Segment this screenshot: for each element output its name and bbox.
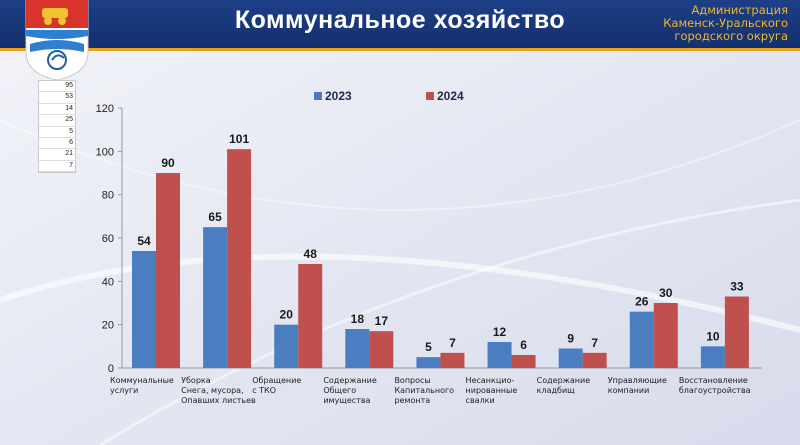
y-tick-label: 120	[96, 103, 114, 115]
data-label: 90	[161, 156, 175, 170]
org-line-2: Каменск-Уральского	[663, 16, 788, 30]
data-label: 30	[659, 286, 673, 300]
header-accent-line	[0, 48, 800, 51]
mini-table-cell: 6	[39, 138, 75, 150]
data-label: 12	[493, 325, 507, 339]
legend-label-2023: 2023	[325, 89, 352, 103]
y-tick-label: 80	[102, 190, 114, 202]
org-line-1: Администрация	[691, 3, 788, 17]
y-tick-label: 20	[102, 320, 114, 332]
y-tick-label: 100	[96, 146, 114, 158]
bar-2024-4	[440, 352, 465, 368]
category-label: Восстановление благоустройства	[678, 376, 751, 395]
bar-2024-3	[369, 331, 394, 368]
y-tick-label: 40	[102, 276, 114, 288]
bar-2024-1	[227, 149, 252, 368]
mini-data-table: 95 53 14 25 5 6 21 7	[38, 80, 76, 174]
bar-2023-7	[629, 311, 654, 368]
category-label: Уборка Снега, мусора, Опавших листьев	[181, 376, 256, 405]
data-label: 54	[137, 234, 151, 248]
category-label: Управляющие компании	[607, 376, 667, 395]
data-label: 9	[567, 332, 574, 346]
data-label: 26	[635, 295, 649, 309]
bar-2024-6	[582, 352, 607, 368]
category-label: Коммунальные услуги	[110, 376, 174, 395]
category-label: Несанкцио-нированные свалки	[465, 376, 518, 405]
mini-table-cell: 7	[39, 161, 75, 173]
data-label: 48	[304, 247, 318, 261]
y-tick-label: 60	[102, 233, 114, 245]
bar-2023-0	[132, 251, 156, 368]
bar-2024-0	[156, 173, 180, 368]
slide-header	[0, 0, 800, 48]
data-label: 6	[520, 338, 527, 352]
category-label: Обращение с ТКО	[252, 376, 302, 395]
data-label: 18	[351, 312, 365, 326]
mini-table-cell: 21	[39, 149, 75, 161]
category-label: Вопросы Капитального ремонта	[394, 376, 455, 405]
bar-2023-6	[558, 348, 583, 368]
legend-swatch-2023	[314, 92, 322, 100]
bar-2023-1	[203, 227, 228, 368]
data-label: 10	[706, 329, 720, 343]
bar-2024-2	[298, 264, 323, 368]
mini-table-cell: 14	[39, 104, 75, 116]
y-tick-label: 0	[108, 363, 114, 375]
bar-2023-8	[700, 346, 725, 368]
city-coat-of-arms-icon	[25, 0, 89, 80]
legend-swatch-2024	[426, 92, 434, 100]
bar-2023-3	[345, 329, 370, 368]
data-label: 5	[425, 340, 432, 354]
mini-table-cell: 95	[39, 81, 75, 93]
slide-title: Коммунальное хозяйство	[234, 6, 566, 34]
organization-name: Администрация Каменск-Уральского городск…	[663, 4, 788, 43]
data-label: 101	[229, 132, 249, 146]
data-label: 33	[730, 280, 744, 294]
legend-label-2024: 2024	[437, 89, 464, 103]
bar-2023-4	[416, 357, 441, 368]
org-line-3: городского округа	[674, 29, 788, 43]
bar-2023-5	[487, 342, 512, 368]
bar-2024-7	[653, 303, 678, 368]
data-label: 7	[591, 336, 598, 350]
bar-2024-8	[724, 296, 749, 368]
bar-2024-5	[511, 355, 536, 368]
category-label: Содержание кладбищ	[536, 376, 591, 395]
data-label: 7	[449, 336, 456, 350]
data-label: 20	[280, 308, 294, 322]
mini-table-cell: 5	[39, 127, 75, 138]
bar-2023-2	[274, 324, 299, 368]
data-label: 17	[375, 314, 389, 328]
mini-table-cell: 25	[39, 115, 75, 127]
mini-table-cell: 53	[39, 92, 75, 104]
category-label: Содержание Общего имущества	[323, 376, 377, 405]
data-label: 65	[208, 210, 222, 224]
